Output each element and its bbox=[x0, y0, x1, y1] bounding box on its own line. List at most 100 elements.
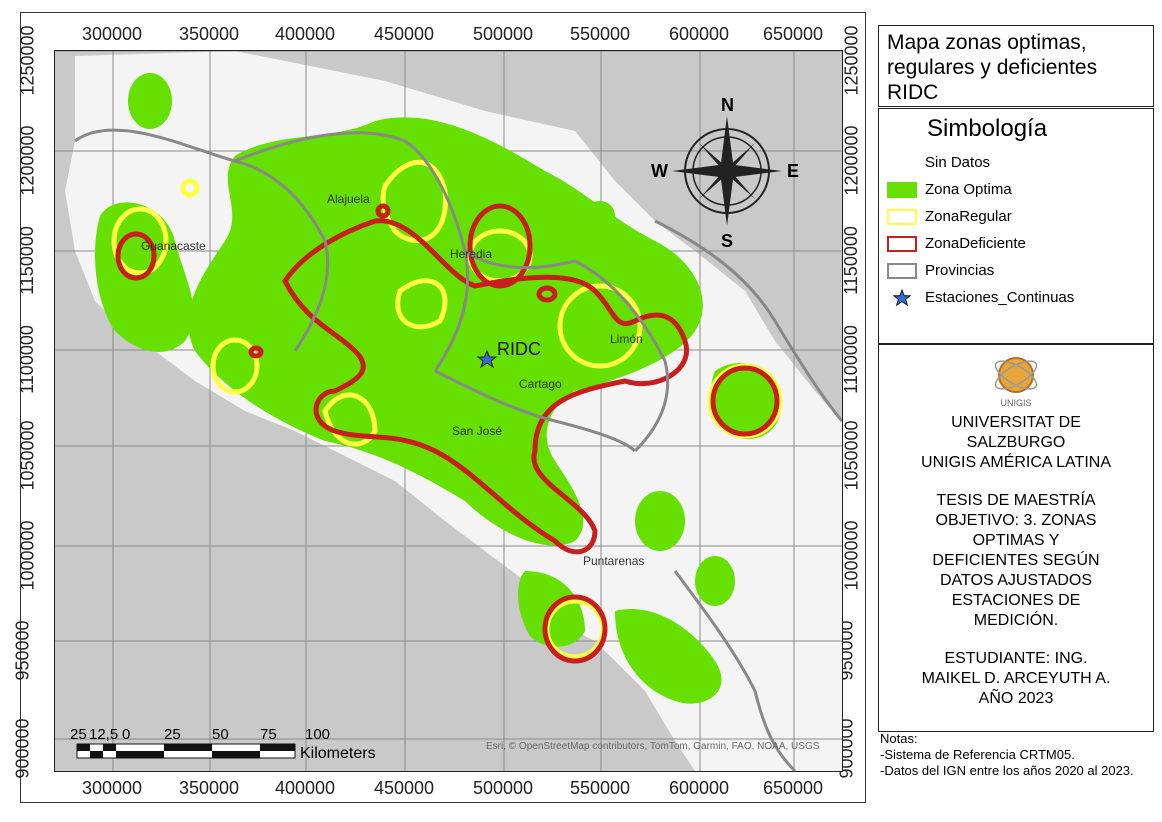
label-alajuela: Alajuela bbox=[327, 192, 370, 206]
y-tick: 900000 bbox=[12, 718, 33, 779]
scale-label: 100 bbox=[305, 726, 330, 743]
y-tick: 1000000 bbox=[17, 520, 38, 591]
x-tick: 450000 bbox=[373, 778, 435, 798]
station-marker[interactable]: RIDC bbox=[476, 339, 541, 369]
scale-label: 75 bbox=[260, 726, 277, 743]
unigis-logo bbox=[991, 351, 1041, 401]
label-cartago: Cartago bbox=[519, 377, 562, 391]
compass-e: E bbox=[787, 161, 799, 181]
station-label: RIDC bbox=[497, 339, 541, 359]
notes: Notas: -Sistema de Referencia CRTM05. -D… bbox=[880, 731, 1156, 779]
map-frame bbox=[20, 12, 866, 803]
legend-label: Sin Datos bbox=[925, 154, 991, 171]
x-tick: 550000 bbox=[569, 24, 631, 44]
x-tick: 450000 bbox=[373, 24, 435, 44]
star-icon bbox=[476, 349, 498, 369]
y-tick: 1050000 bbox=[841, 420, 862, 491]
legend-swatch-regular bbox=[887, 208, 917, 225]
university-line: SALZBURGO bbox=[966, 434, 1066, 451]
x-tick: 350000 bbox=[178, 778, 240, 798]
legend-swatch-station bbox=[887, 288, 917, 306]
y-tick: 1250000 bbox=[17, 25, 38, 96]
compass-w: W bbox=[651, 161, 668, 181]
legend-item-sin-datos: Sin Datos bbox=[887, 149, 1145, 176]
map-canvas[interactable]: Guanacaste Alajuela Heredia Limón Cartag… bbox=[54, 50, 843, 772]
legend-item-zona-deficiente: ZonaDeficiente bbox=[887, 230, 1145, 257]
thesis-line: ESTACIONES DE bbox=[951, 592, 1081, 609]
compass-s: S bbox=[721, 231, 733, 251]
legend-swatch-optimal bbox=[887, 181, 917, 198]
x-tick: 500000 bbox=[472, 24, 534, 44]
thesis-line: OBJETIVO: 3. ZONAS bbox=[935, 512, 1097, 529]
x-tick: 400000 bbox=[274, 778, 336, 798]
label-limon: Limón bbox=[610, 332, 643, 346]
legend-swatch-province bbox=[887, 262, 917, 279]
y-tick: 1150000 bbox=[840, 226, 861, 295]
university-line: UNIGIS AMÉRICA LATINA bbox=[921, 454, 1111, 471]
y-tick: 1000000 bbox=[841, 520, 862, 591]
label-puntarenas: Puntarenas bbox=[583, 554, 644, 568]
y-tick: 1200000 bbox=[17, 125, 38, 196]
province-boundaries bbox=[74, 128, 842, 771]
y-tick: 1050000 bbox=[17, 420, 38, 491]
thesis-line: MEDICIÓN. bbox=[973, 612, 1059, 629]
scale-label: 0 bbox=[122, 726, 130, 743]
label-san-jose: San José bbox=[452, 424, 502, 438]
legend-label: Estaciones_Continuas bbox=[925, 289, 1075, 306]
legend-label: Zona Optima bbox=[925, 181, 1012, 198]
university-line: UNIVERSITAT DE bbox=[951, 414, 1081, 431]
thesis-line: OPTIMAS Y bbox=[972, 532, 1060, 549]
x-tick: 600000 bbox=[668, 778, 730, 798]
y-tick: 950000 bbox=[12, 620, 33, 681]
map-attribution: Esri, © OpenStreetMap contributors, TomT… bbox=[486, 741, 820, 752]
thesis-line: DATOS AJUSTADOS bbox=[939, 572, 1093, 589]
scale-label: 12,5 bbox=[89, 726, 118, 743]
globe-icon bbox=[994, 357, 1038, 393]
y-tick: 1200000 bbox=[841, 125, 862, 196]
legend-label: ZonaDeficiente bbox=[925, 235, 1026, 252]
legend-swatch-deficient bbox=[887, 235, 917, 252]
deficient-zones bbox=[115, 203, 780, 664]
legend-item-provincias: Provincias bbox=[887, 257, 1145, 284]
x-tick: 650000 bbox=[762, 24, 824, 44]
legend-swatch-none bbox=[887, 155, 917, 171]
notes-line: -Sistema de Referencia CRTM05. bbox=[880, 747, 1075, 762]
label-heredia: Heredia bbox=[450, 247, 492, 261]
notes-line: -Datos del IGN entre los años 2020 al 20… bbox=[880, 763, 1134, 778]
x-tick: 300000 bbox=[81, 778, 143, 798]
y-tick: 1100000 bbox=[840, 325, 861, 394]
student-line: ESTUDIANTE: ING. bbox=[944, 650, 1088, 667]
info-panel: UNIGIS UNIVERSITAT DE SALZBURGO UNIGIS A… bbox=[878, 344, 1154, 732]
legend-heading: Simbología bbox=[927, 115, 1048, 142]
student-line: AÑO 2023 bbox=[978, 690, 1054, 707]
notes-heading: Notas: bbox=[880, 731, 918, 746]
thesis-line: DEFICIENTES SEGÚN bbox=[932, 552, 1100, 569]
legend-item-zona-optima: Zona Optima bbox=[887, 176, 1145, 203]
y-tick: 1100000 bbox=[16, 325, 37, 394]
legend-label: ZonaRegular bbox=[925, 208, 1012, 225]
compass-n: N bbox=[721, 95, 734, 115]
star-icon bbox=[893, 288, 911, 306]
x-tick: 300000 bbox=[81, 24, 143, 44]
legend-label: Provincias bbox=[925, 262, 995, 279]
map-svg: Guanacaste Alajuela Heredia Limón Cartag… bbox=[55, 51, 842, 771]
x-tick: 350000 bbox=[178, 24, 240, 44]
scale-label: 25 bbox=[164, 726, 181, 743]
scale-unit: Kilometers bbox=[300, 745, 376, 762]
logo-text: UNIGIS bbox=[1000, 398, 1032, 408]
label-guanacaste: Guanacaste bbox=[141, 239, 206, 253]
legend-item-estaciones: Estaciones_Continuas bbox=[887, 284, 1145, 311]
x-tick: 600000 bbox=[668, 24, 730, 44]
y-tick: 1150000 bbox=[16, 226, 37, 295]
scale-bar: 25 12,5 0 25 50 75 100 Kilometers bbox=[70, 726, 376, 762]
thesis-line: TESIS DE MAESTRÍA bbox=[936, 492, 1096, 509]
scale-label: 25 bbox=[70, 726, 87, 743]
student-line: MAIKEL D. ARCEYUTH A. bbox=[921, 670, 1111, 687]
x-tick: 500000 bbox=[472, 778, 534, 798]
y-tick: 1250000 bbox=[841, 25, 862, 96]
scale-label: 50 bbox=[212, 726, 229, 743]
map-title: Mapa zonas optimas, regulares y deficien… bbox=[878, 25, 1154, 107]
legend-item-zona-regular: ZonaRegular bbox=[887, 203, 1145, 230]
x-tick: 400000 bbox=[274, 24, 336, 44]
legend: Simbología Sin Datos Zona Optima ZonaReg… bbox=[878, 108, 1154, 344]
